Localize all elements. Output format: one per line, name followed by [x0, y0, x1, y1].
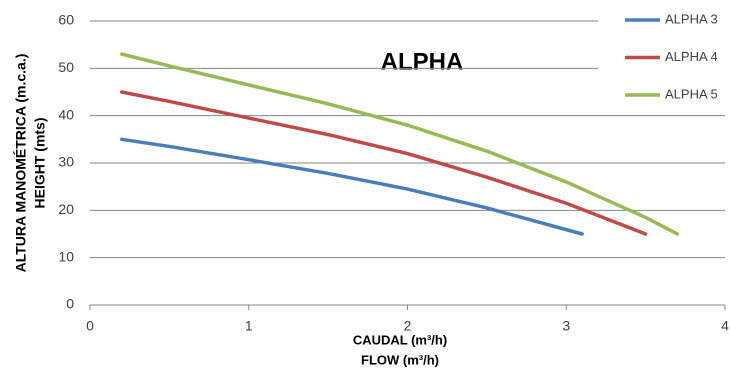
plot: 0 10 20 30 40 50 60 0 1 2 3 4 ALPHA 3 ALPHA 4 ALPHA 5: [58, 8, 729, 334]
x-axis-label: CAUDAL (m³/h): [353, 332, 447, 347]
y-tick-label: 10: [58, 248, 74, 264]
x-tick-label: 4: [721, 318, 729, 334]
x-axis-label: FLOW (m³/h): [361, 352, 439, 367]
legend-box: [598, 8, 725, 108]
y-tick-label: 60: [58, 12, 74, 28]
series-line: [120, 90, 648, 236]
x-tick-label: 1: [245, 318, 253, 334]
x-tick-label: 2: [404, 318, 412, 334]
legend-label: ALPHA 5: [665, 86, 718, 101]
y-axis-label: ALTURA MANOMÉTRICA (m.c.a.): [13, 54, 29, 273]
x-tick-label: 3: [562, 318, 570, 334]
legend-label: ALPHA 4: [665, 49, 718, 64]
y-tick-label: 30: [58, 154, 74, 170]
series-line: [120, 52, 680, 236]
y-tick-label: 50: [58, 59, 74, 75]
y-tick-label: 20: [58, 201, 74, 217]
series-line: [120, 137, 584, 236]
y-axis-label: HEIGHT (mts): [32, 118, 48, 209]
legend-label: ALPHA 3: [665, 11, 718, 26]
y-tick-label: 40: [58, 106, 74, 122]
y-tick-label: 0: [66, 296, 74, 312]
chart-title: ALPHA: [381, 48, 464, 75]
x-tick-label: 0: [86, 318, 94, 334]
